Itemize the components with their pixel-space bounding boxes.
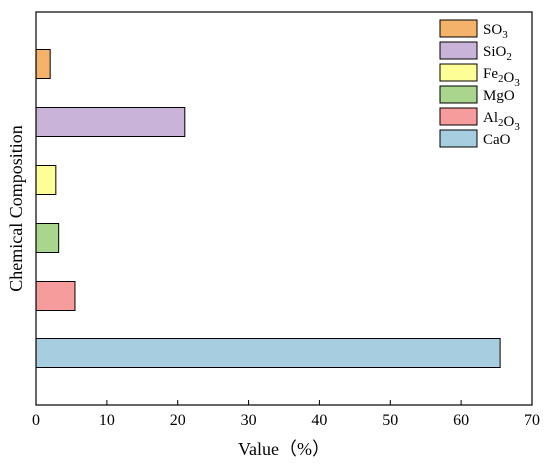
bar-so [35, 49, 51, 79]
x-tick-label: 10 [99, 412, 115, 429]
bar-cao [35, 338, 501, 368]
bars-group [35, 49, 501, 368]
x-tick-label: 40 [311, 412, 327, 429]
x-tick-label: 0 [32, 412, 40, 429]
bar-sio [35, 107, 186, 137]
x-axis-ticks: 0 10 20 30 40 50 60 70 [32, 400, 540, 429]
legend-swatch-sio [439, 41, 478, 60]
legend-swatch-mgo [439, 85, 478, 104]
x-tick-label: 60 [453, 412, 469, 429]
legend-label-fe2o3: Fe2O3 [483, 66, 520, 89]
legend-label-so: SO3 [483, 22, 508, 41]
legend-swatch-fe2o3 [439, 63, 478, 82]
legend-swatch-cao [439, 129, 478, 148]
legend-label-cao: CaO [483, 132, 511, 148]
legend-label-mgo: MgO [483, 88, 515, 104]
legend-label-sio: SiO2 [483, 44, 512, 63]
plot-frame [35, 11, 533, 406]
legend-swatch-so [439, 19, 478, 38]
bar-fe2o3 [35, 165, 57, 195]
y-axis-label: Chemical Composition [6, 125, 26, 292]
bar-al2o3 [35, 281, 76, 311]
x-tick-label: 70 [524, 412, 540, 429]
legend-label-al2o3: Al2O3 [483, 110, 520, 133]
x-tick-label: 30 [241, 412, 257, 429]
bar-mgo [35, 223, 60, 253]
x-axis-label: Value（%） [238, 439, 330, 459]
x-tick-label: 20 [170, 412, 186, 429]
x-tick-label: 50 [382, 412, 398, 429]
legend-swatch-al2o3 [439, 107, 478, 126]
